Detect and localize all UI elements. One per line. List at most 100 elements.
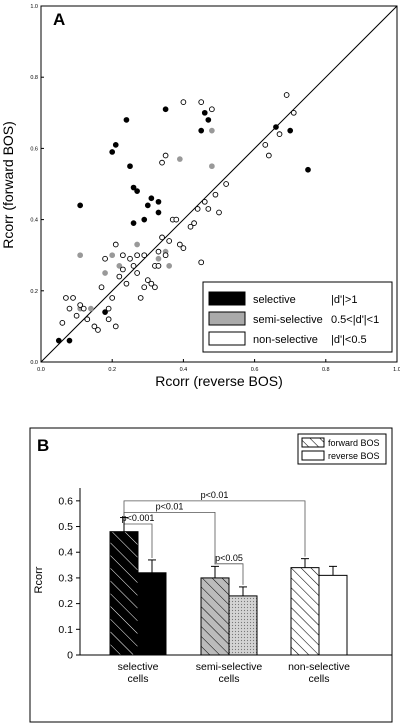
reverse-bar-selective: [137, 572, 167, 656]
point-non-selective: [223, 181, 229, 187]
y-tick-label: 0.2: [30, 289, 38, 295]
point-non-selective: [70, 295, 76, 301]
legend-swatch-forward: [301, 437, 325, 448]
point-selective: [127, 163, 133, 170]
panel-a-label: A: [53, 10, 65, 29]
point-selective: [77, 202, 84, 209]
point-non-selective: [134, 252, 140, 259]
point-non-selective: [216, 209, 222, 216]
point-non-selective: [262, 141, 269, 148]
point-non-selective: [77, 302, 84, 308]
point-non-selective: [98, 284, 105, 291]
category-label: selective: [118, 661, 159, 673]
x-tick-label: 1.0: [393, 367, 400, 373]
x-tick-label: 0.6: [251, 367, 259, 373]
significance-bracket: [214, 563, 244, 585]
point-non-selective: [198, 259, 205, 266]
point-non-selective: [166, 238, 173, 244]
point-semi-selective: [176, 156, 183, 162]
category-label: cells: [308, 673, 329, 685]
point-non-selective: [205, 206, 212, 212]
point-non-selective: [283, 92, 290, 98]
panel-b-label: B: [37, 436, 49, 455]
point-non-selective: [123, 280, 130, 287]
legend-criterion-semi-selective: 0.5<|d'|<1: [331, 314, 379, 326]
y-tick-label: 0.5: [58, 521, 73, 533]
point-semi-selective: [209, 163, 215, 170]
point-non-selective: [134, 270, 140, 276]
point-selective: [123, 117, 130, 123]
point-non-selective: [109, 295, 116, 301]
forward-bar-selective: [109, 531, 139, 656]
point-non-selective: [159, 159, 165, 166]
point-non-selective: [144, 277, 151, 283]
point-non-selective: [155, 263, 162, 269]
legend-label-forward: forward BOS: [328, 438, 380, 448]
panel-a-x-axis-label: Rcorr (reverse BOS): [155, 373, 283, 389]
point-non-selective: [120, 252, 126, 259]
point-non-selective: [290, 109, 297, 116]
legend-label-selective: selective: [253, 294, 296, 306]
point-selective: [141, 216, 148, 223]
point-non-selective: [198, 99, 205, 105]
significance-label: p<0.01: [156, 501, 184, 511]
point-selective: [205, 117, 212, 123]
legend-swatch-semi-selective: [208, 311, 246, 326]
reverse-bar-semi-selective: [228, 595, 258, 656]
point-non-selective: [155, 248, 162, 255]
category-label: semi-selective: [196, 661, 263, 673]
point-non-selective: [201, 198, 208, 205]
point-selective: [66, 337, 73, 344]
y-tick-label: 0.6: [30, 146, 38, 152]
panel-b-bar-chart: B forward BOS reverse BOS 0 0.1 0.2 0.3 0.4 0…: [29, 427, 393, 723]
point-selective: [162, 106, 169, 113]
point-selective: [155, 209, 162, 216]
y-tick-label: 0.0: [30, 360, 38, 366]
point-selective: [273, 124, 279, 130]
panel-b-legend: forward BOS reverse BOS: [297, 433, 387, 465]
point-non-selective: [105, 305, 112, 312]
x-tick-label: 0.8: [322, 367, 330, 373]
legend-swatch-non-selective: [208, 331, 246, 346]
point-non-selective: [66, 305, 73, 312]
panel-a-legend: selective |d'|>1 semi-selective 0.5<|d'|…: [202, 281, 393, 353]
point-non-selective: [180, 99, 187, 105]
point-non-selective: [116, 273, 123, 280]
point-non-selective: [212, 191, 219, 198]
point-semi-selective: [87, 305, 94, 312]
point-non-selective: [105, 316, 112, 323]
point-selective: [130, 220, 137, 227]
significance-label: p<0.05: [215, 553, 243, 563]
y-tick-label: 0.4: [58, 547, 73, 559]
point-selective: [109, 149, 116, 155]
point-non-selective: [141, 252, 148, 259]
point-non-selective: [180, 245, 187, 251]
y-tick-label: 0.1: [58, 624, 73, 636]
point-selective: [102, 309, 108, 316]
panel-a-plot-frame: [40, 5, 398, 363]
point-non-selective: [112, 241, 119, 248]
category-label: cells: [127, 673, 148, 685]
reverse-bar-non-selective: [318, 574, 348, 656]
point-selective: [198, 127, 205, 134]
point-selective: [112, 141, 119, 148]
point-non-selective: [73, 312, 80, 319]
point-non-selective: [187, 223, 194, 230]
y-tick-label: 1.0: [30, 4, 38, 10]
y-tick-label: 0.2: [58, 598, 73, 610]
point-selective: [148, 195, 155, 202]
point-non-selective: [162, 152, 169, 159]
point-non-selective: [159, 234, 165, 241]
panel-a-y-axis-label: Rcorr (forward BOS): [0, 121, 16, 249]
point-non-selective: [137, 295, 144, 301]
y-tick-label: 0.3: [58, 572, 73, 584]
legend-swatch-reverse: [301, 450, 325, 461]
point-selective: [287, 127, 294, 134]
point-selective: [201, 109, 208, 116]
point-selective: [155, 198, 162, 205]
point-non-selective: [95, 327, 101, 333]
legend-swatch-selective: [208, 291, 246, 306]
point-non-selective: [112, 323, 119, 330]
point-semi-selective: [77, 252, 84, 259]
point-selective: [305, 166, 311, 173]
